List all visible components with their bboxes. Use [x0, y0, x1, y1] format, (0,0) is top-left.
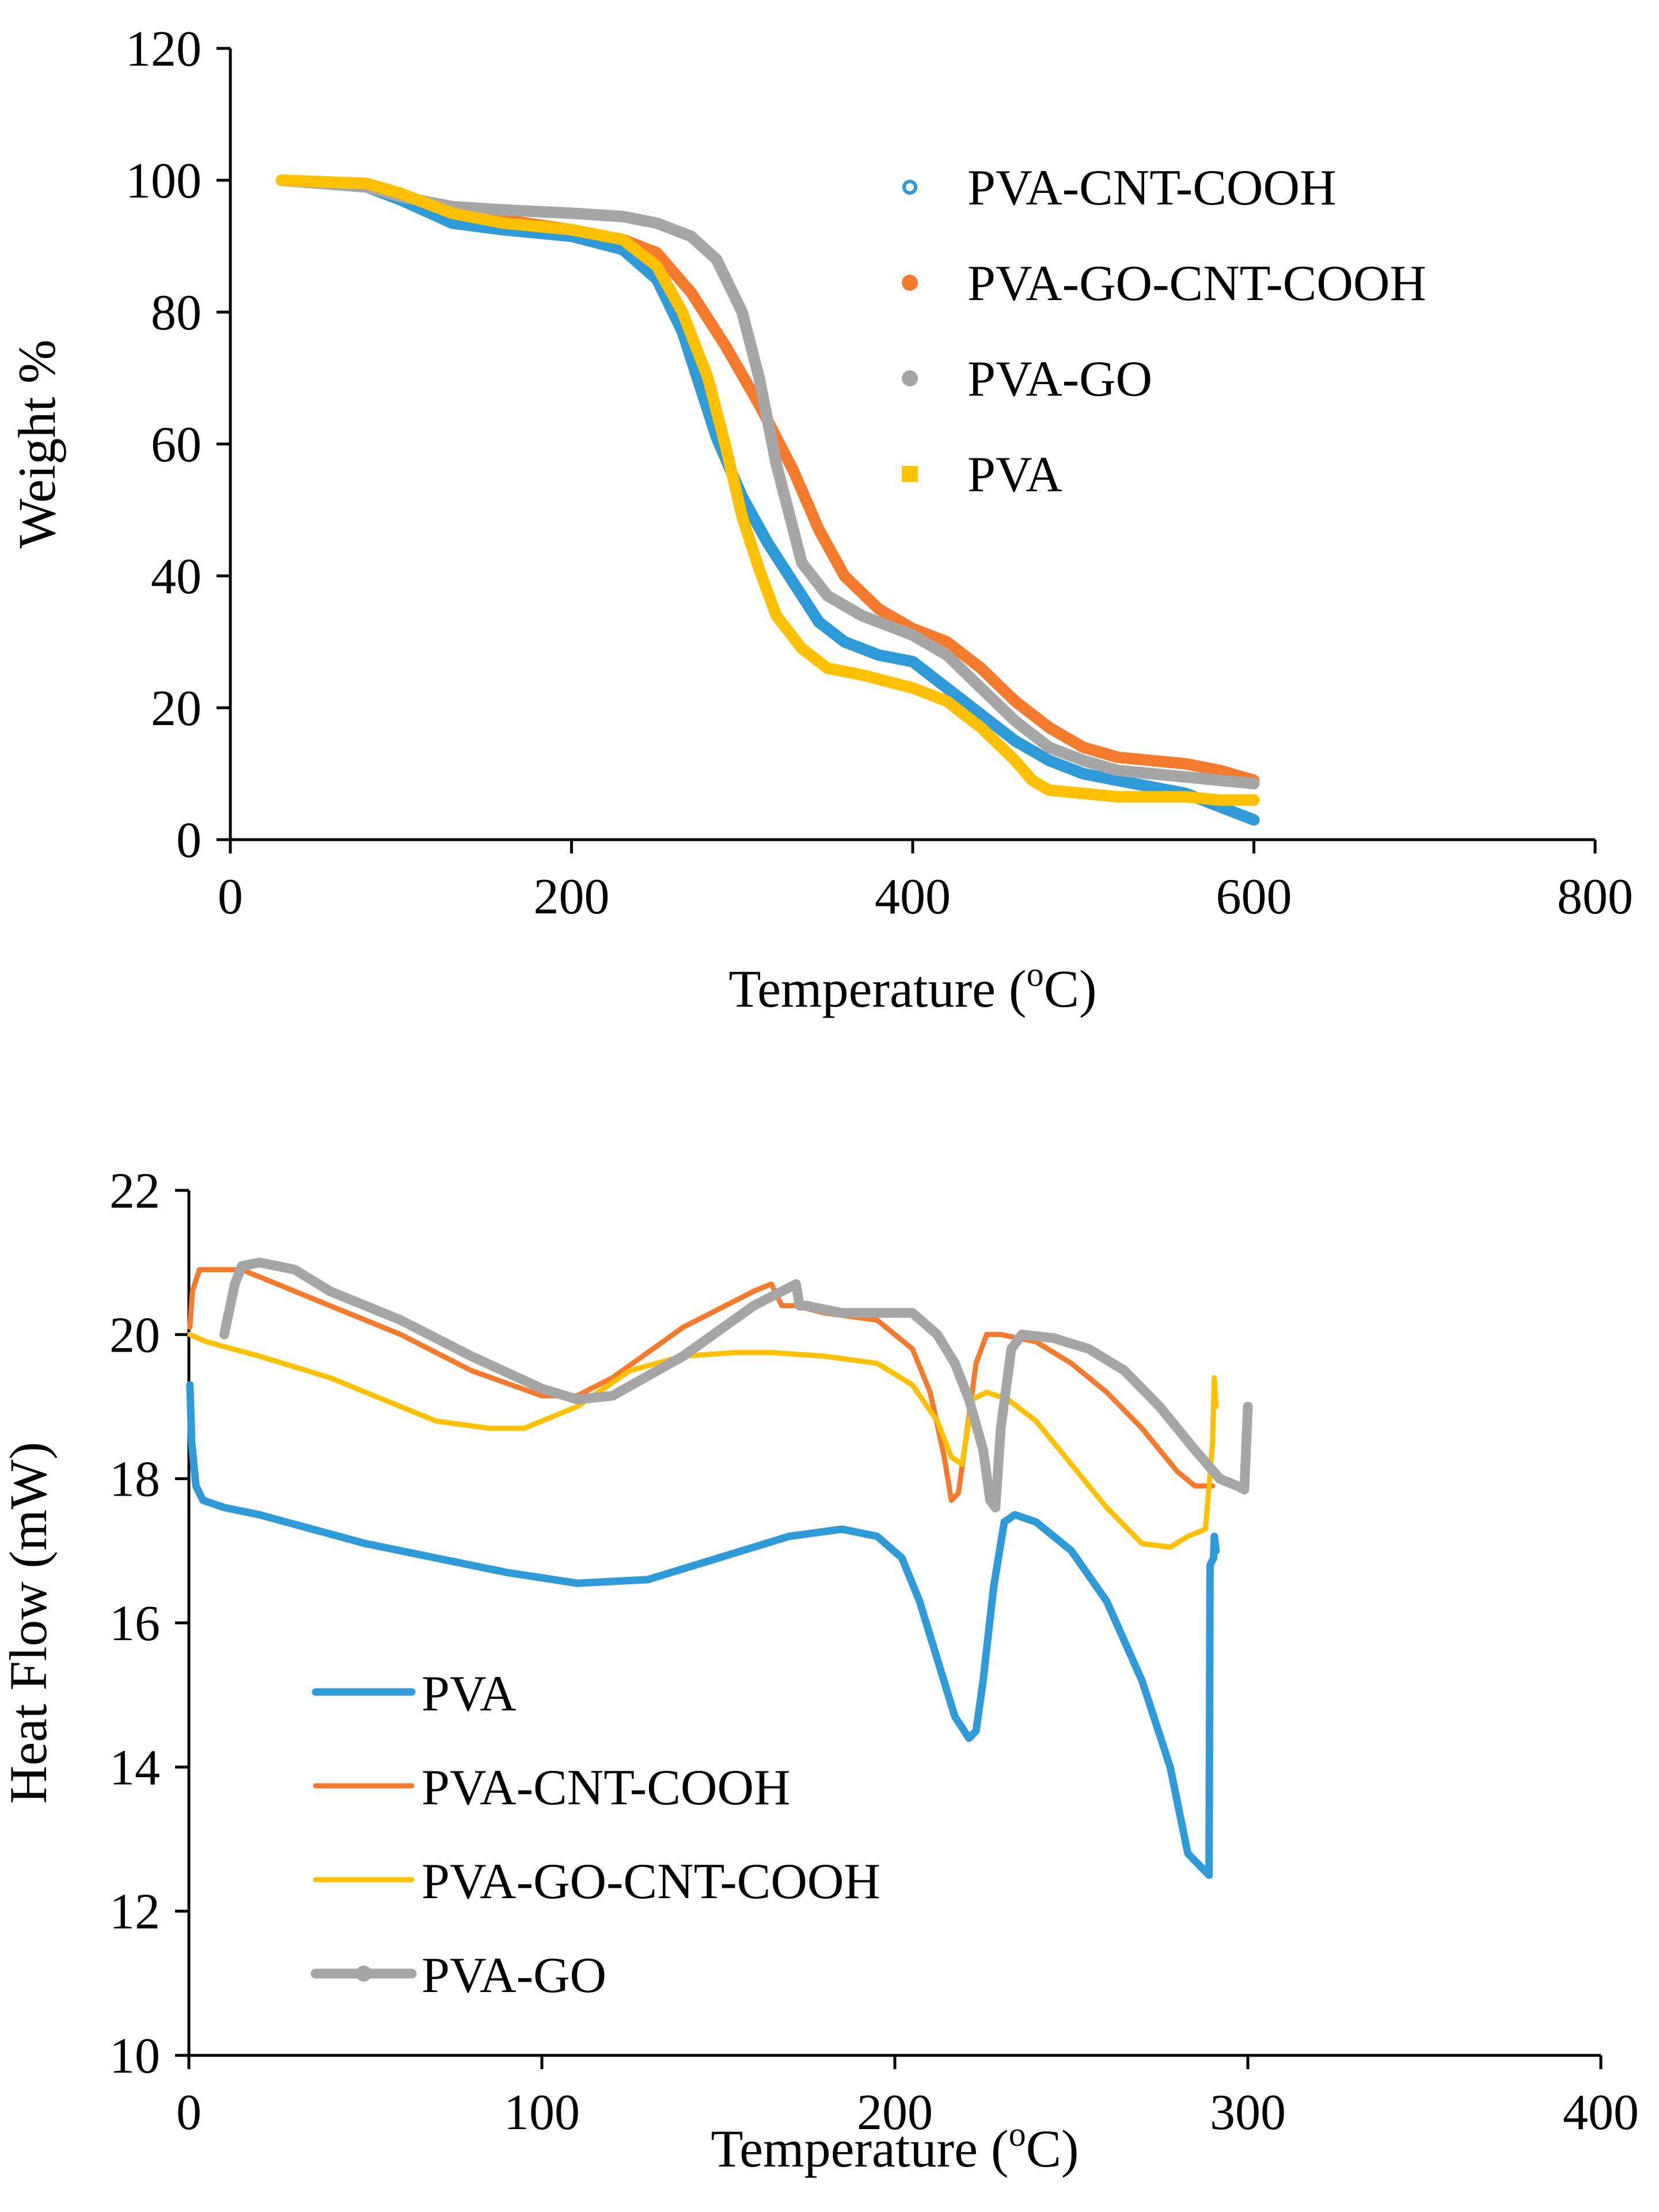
- legend-label: PVA-GO-CNT-COOH: [422, 1854, 880, 1910]
- y-tick-label: 120: [126, 21, 202, 77]
- x-tick-label: 100: [504, 2085, 580, 2141]
- series-line-pva-go: [219, 1257, 1253, 1513]
- legend-label: PVA-GO: [967, 351, 1152, 407]
- x-axis-title-end: C): [1026, 2119, 1079, 2178]
- y-axis-title: Weight %: [7, 339, 66, 548]
- dsc-heat-flow-chart: 10 12 14 16 18 20 22 0 100 200 300 400 Temperature (…: [0, 1163, 1639, 2178]
- x-tick-label: 400: [1563, 2085, 1639, 2141]
- legend-item: PVA: [312, 1666, 517, 1722]
- y-tick-label: 12: [109, 1884, 160, 1940]
- series-line-pva: [275, 174, 1260, 806]
- legend-label: PVA-GO-CNT-COOH: [967, 256, 1426, 312]
- y-tick-label: 10: [109, 2028, 160, 2084]
- y-tick-label: 60: [151, 417, 202, 473]
- tga-weight-chart: 0 20 40 60 80 100 120 0 200 400 600 800 Temperature …: [7, 21, 1633, 1018]
- y-tick-label: 0: [176, 813, 202, 868]
- legend: PVA PVA-CNT-COOH PVA-GO-CNT-COOH PVA-GO: [310, 1666, 880, 2004]
- y-tick-label: 22: [109, 1163, 160, 1219]
- x-axis-title-end: C): [1044, 959, 1097, 1018]
- legend-label: PVA-CNT-COOH: [967, 160, 1337, 216]
- legend-item: PVA-GO-CNT-COOH: [313, 1854, 880, 1910]
- x-tick-label: 0: [218, 869, 243, 925]
- series-line-pva-go-cnt-cooh: [187, 1331, 1219, 1550]
- x-tick-label: 600: [1216, 869, 1292, 925]
- y-tick-label: 80: [151, 285, 202, 341]
- x-tick-label: 300: [1210, 2085, 1286, 2141]
- x-tick-label: 200: [857, 2085, 933, 2141]
- series-line-pva-cnt-cooh: [275, 174, 1260, 826]
- legend-item: PVA-GO: [310, 1948, 606, 2004]
- legend-label: PVA: [422, 1666, 517, 1722]
- legend-item: PVA-GO-CNT-COOH: [902, 256, 1426, 312]
- x-tick-label: 200: [534, 869, 610, 925]
- legend-item: PVA-CNT-COOH: [313, 1760, 791, 1816]
- x-tick-label: 400: [875, 869, 951, 925]
- y-tick-label: 20: [151, 681, 202, 737]
- y-tick-label: 100: [126, 153, 202, 209]
- legend-label: PVA-GO: [422, 1948, 606, 2004]
- x-axis-title: Temperature (oC): [711, 2115, 1079, 2178]
- y-tick-label: 18: [109, 1452, 160, 1508]
- x-tick-label: 800: [1557, 869, 1633, 925]
- legend-marker-circle: [902, 370, 918, 386]
- legend-item: PVA-GO: [902, 351, 1152, 407]
- x-axis-title-text: Temperature (: [711, 2119, 1008, 2178]
- y-tick-label: 20: [109, 1307, 160, 1363]
- y-tick-label: 14: [109, 1740, 160, 1796]
- legend-item: PVA: [902, 447, 1062, 503]
- legend-label: PVA-CNT-COOH: [422, 1760, 791, 1816]
- series-line-pva: [186, 1381, 1220, 1879]
- legend-marker-open-circle: [902, 180, 917, 195]
- legend-item: PVA-CNT-COOH: [902, 160, 1337, 216]
- legend-label: PVA: [967, 447, 1062, 503]
- x-axis-title: Temperature (oC): [728, 955, 1096, 1018]
- legend-marker-circle: [355, 1966, 372, 1982]
- series-line-pva-go: [275, 174, 1260, 790]
- x-tick-label: 0: [176, 2085, 202, 2141]
- legend-marker-square: [902, 466, 918, 482]
- legend-marker-circle: [902, 275, 918, 291]
- x-axis-title-superscript: o: [1027, 955, 1044, 993]
- x-axis-title-superscript: o: [1009, 2115, 1026, 2153]
- y-tick-label: 40: [151, 549, 202, 605]
- legend: PVA-CNT-COOH PVA-GO-CNT-COOH PVA-GO PVA: [902, 160, 1426, 503]
- y-tick-label: 16: [109, 1596, 160, 1652]
- y-axis-title: Heat Flow (mW): [0, 1442, 58, 1804]
- x-axis-title-text: Temperature (: [728, 959, 1026, 1018]
